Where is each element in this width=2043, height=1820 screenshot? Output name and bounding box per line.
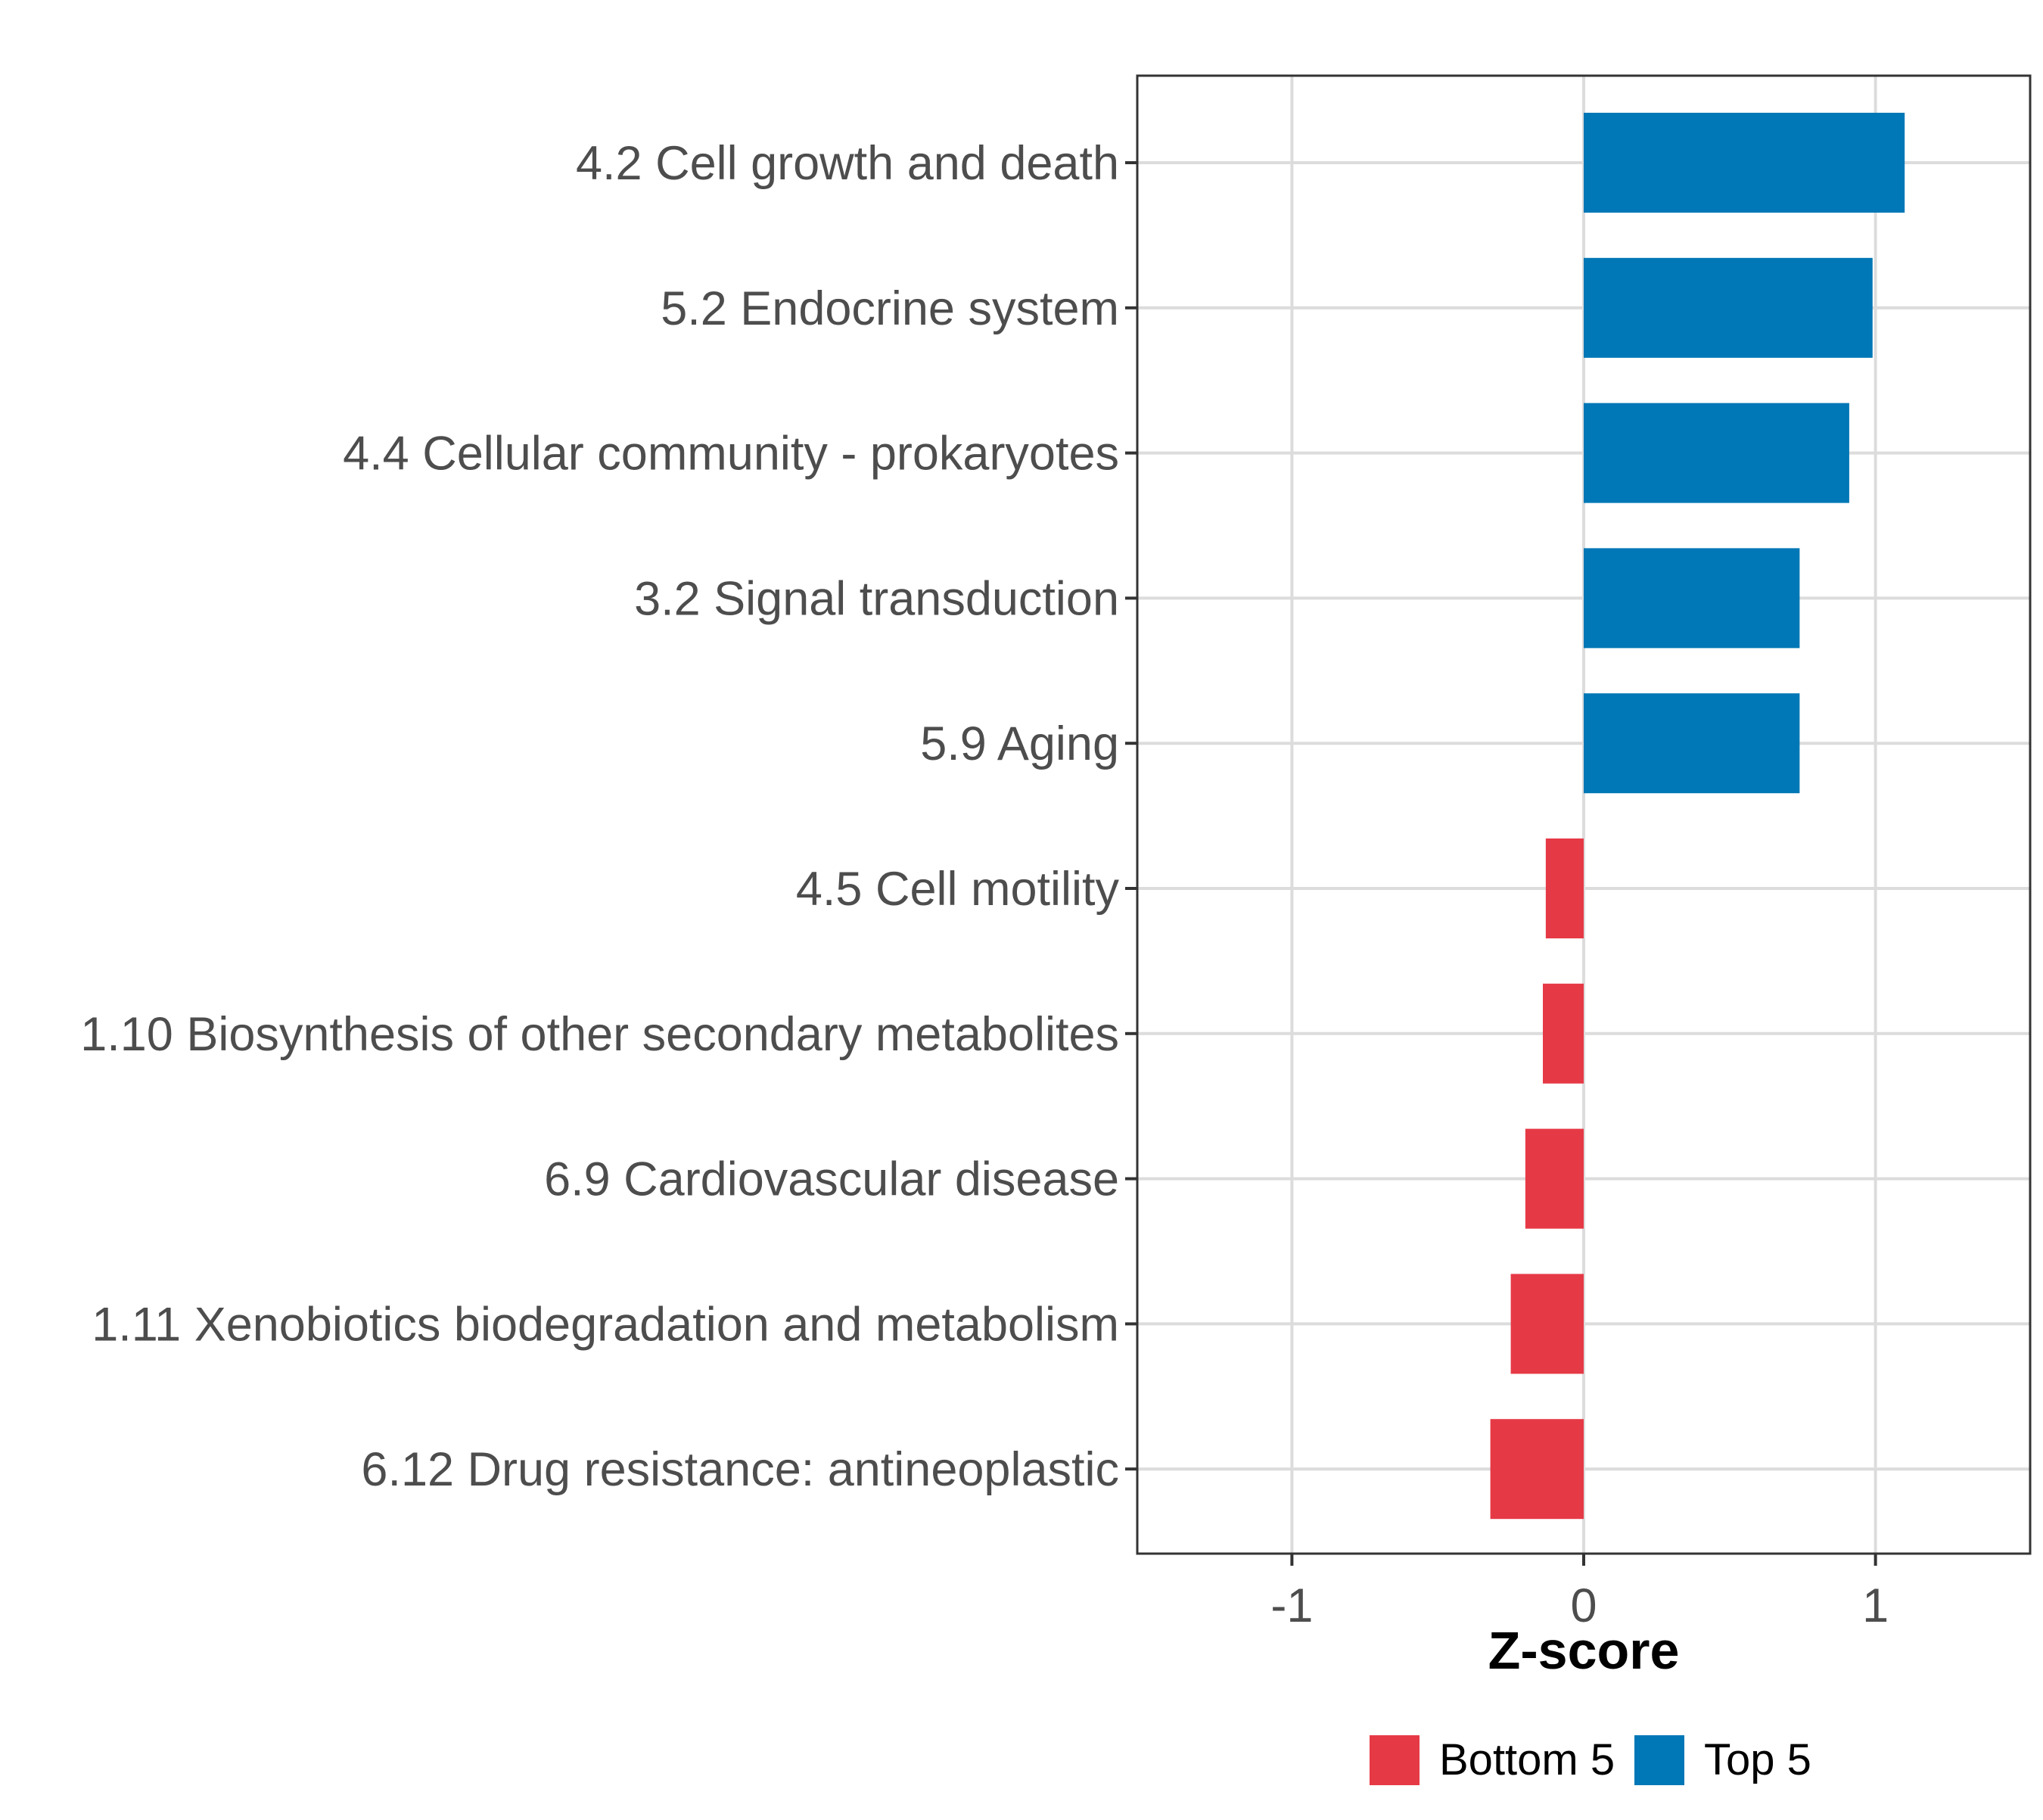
category-label: 4.2 Cell growth and death — [576, 137, 1119, 190]
x-tick-labels: -1 0 1 — [1270, 1579, 1889, 1632]
category-label: 5.9 Aging — [920, 717, 1119, 770]
bar — [1525, 1128, 1584, 1229]
legend-swatch — [1634, 1735, 1684, 1785]
bar — [1584, 693, 1800, 794]
category-label: 6.9 Cardiovascular disease — [544, 1153, 1119, 1206]
category-label: 1.11 Xenobiotics biodegradation and meta… — [92, 1298, 1119, 1351]
x-tick-label: 0 — [1570, 1579, 1597, 1632]
legend-label: Top 5 — [1704, 1735, 1811, 1784]
bar — [1545, 838, 1584, 938]
category-label: 4.4 Cellular community - prokaryotes — [343, 428, 1119, 481]
bar — [1584, 113, 1905, 213]
category-label: 4.5 Cell motility — [796, 863, 1120, 916]
bar — [1490, 1419, 1584, 1520]
x-tick-label: 1 — [1862, 1579, 1889, 1632]
ticks — [1125, 161, 1877, 1566]
legend: Bottom 5 Top 5 — [1370, 1735, 1811, 1785]
x-tick-label: -1 — [1270, 1579, 1313, 1632]
bar — [1510, 1274, 1584, 1374]
category-label: 1.10 Biosynthesis of other secondary met… — [80, 1008, 1119, 1061]
bar — [1584, 403, 1849, 503]
bar — [1543, 983, 1584, 1084]
legend-label: Bottom 5 — [1439, 1735, 1615, 1784]
bar — [1584, 548, 1800, 649]
category-label: 3.2 Signal transduction — [634, 572, 1119, 625]
category-labels: 4.2 Cell growth and death 5.2 Endocrine s… — [80, 137, 1119, 1496]
bar — [1584, 257, 1873, 358]
category-label: 5.2 Endocrine system — [661, 282, 1119, 335]
bars — [1490, 113, 1905, 1520]
x-axis-title: Z-score — [1488, 1621, 1680, 1680]
legend-swatch — [1370, 1735, 1420, 1785]
category-label: 6.12 Drug resistance: antineoplastic — [361, 1443, 1119, 1496]
